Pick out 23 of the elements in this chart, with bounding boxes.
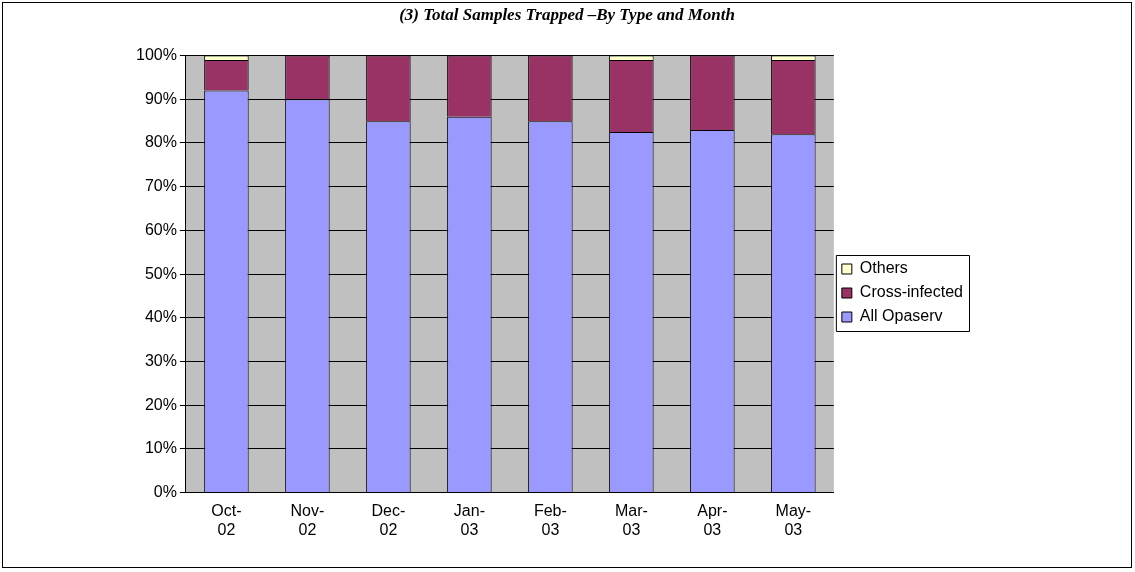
legend-label: Cross-infected: [859, 283, 964, 301]
y-tick-label: 30%: [144, 351, 177, 369]
y-tick-label: 80%: [144, 133, 177, 151]
legend-label: Others: [859, 259, 908, 277]
y-tick-label: 0%: [153, 483, 177, 501]
x-tick-label: Nov-02: [290, 501, 325, 538]
y-tick-label: 70%: [144, 177, 177, 195]
legend-label: All Opaserv: [859, 307, 943, 325]
y-tick-label: 60%: [144, 220, 177, 238]
x-tick-label: Feb-03: [533, 501, 567, 538]
y-tick-label: 100%: [136, 46, 177, 64]
chart-title: (3) Total Samples Trapped –By Type and Month: [398, 5, 736, 25]
x-tick-label: May-03: [775, 501, 812, 538]
y-tick-label: 10%: [144, 439, 177, 457]
x-tick-label: Apr-03: [697, 501, 728, 538]
y-tick-label: 90%: [144, 89, 177, 107]
y-tick-label: 40%: [144, 308, 177, 326]
x-tick-label: Mar-03: [614, 501, 648, 538]
y-tick-label: 20%: [144, 395, 177, 413]
x-tick-label: Dec-02: [371, 501, 406, 538]
x-tick-label: Oct-02: [211, 501, 242, 538]
x-tick-label: Jan-03: [453, 501, 485, 538]
y-tick-label: 50%: [144, 264, 177, 282]
